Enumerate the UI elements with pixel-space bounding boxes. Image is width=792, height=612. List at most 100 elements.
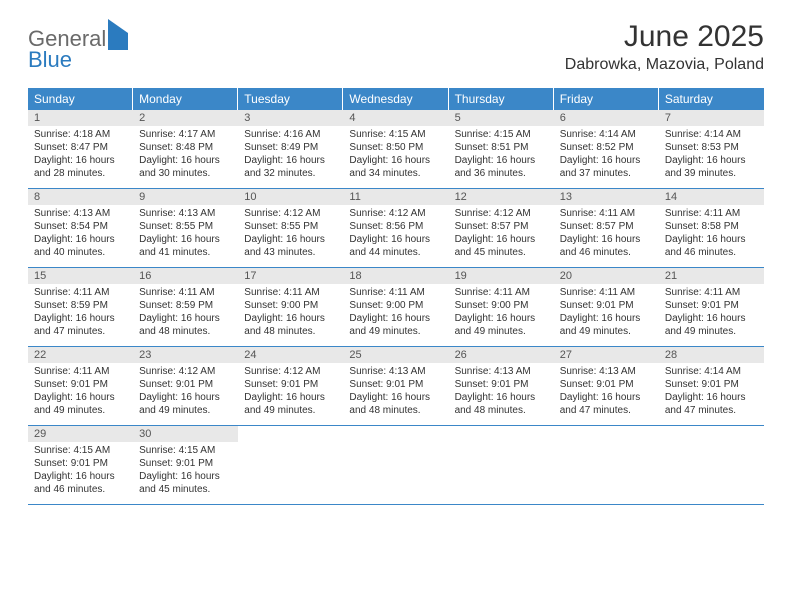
day-body: Sunrise: 4:14 AMSunset: 8:53 PMDaylight:… (659, 126, 764, 184)
week-row: 8Sunrise: 4:13 AMSunset: 8:54 PMDaylight… (28, 189, 764, 268)
day-cell: 21Sunrise: 4:11 AMSunset: 9:01 PMDayligh… (659, 268, 764, 346)
day-number: 5 (449, 110, 554, 126)
day-body: Sunrise: 4:17 AMSunset: 8:48 PMDaylight:… (133, 126, 238, 184)
empty-cell (238, 426, 343, 504)
daylight-text: Daylight: 16 hours and 46 minutes. (665, 233, 758, 259)
day-cell: 11Sunrise: 4:12 AMSunset: 8:56 PMDayligh… (343, 189, 448, 267)
day-body: Sunrise: 4:13 AMSunset: 8:55 PMDaylight:… (133, 205, 238, 263)
sunrise-text: Sunrise: 4:11 AM (34, 365, 127, 378)
day-number: 18 (343, 268, 448, 284)
day-number: 16 (133, 268, 238, 284)
day-body: Sunrise: 4:14 AMSunset: 9:01 PMDaylight:… (659, 363, 764, 421)
sunrise-text: Sunrise: 4:18 AM (34, 128, 127, 141)
sunset-text: Sunset: 8:48 PM (139, 141, 232, 154)
daylight-text: Daylight: 16 hours and 46 minutes. (560, 233, 653, 259)
day-body: Sunrise: 4:12 AMSunset: 9:01 PMDaylight:… (133, 363, 238, 421)
sunrise-text: Sunrise: 4:14 AM (560, 128, 653, 141)
day-cell: 12Sunrise: 4:12 AMSunset: 8:57 PMDayligh… (449, 189, 554, 267)
day-number: 2 (133, 110, 238, 126)
day-number: 27 (554, 347, 659, 363)
sunrise-text: Sunrise: 4:11 AM (139, 286, 232, 299)
day-cell: 4Sunrise: 4:15 AMSunset: 8:50 PMDaylight… (343, 110, 448, 188)
daylight-text: Daylight: 16 hours and 49 minutes. (349, 312, 442, 338)
daylight-text: Daylight: 16 hours and 47 minutes. (560, 391, 653, 417)
day-cell: 3Sunrise: 4:16 AMSunset: 8:49 PMDaylight… (238, 110, 343, 188)
location-label: Dabrowka, Mazovia, Poland (565, 56, 764, 74)
daylight-text: Daylight: 16 hours and 48 minutes. (455, 391, 548, 417)
day-body: Sunrise: 4:12 AMSunset: 8:57 PMDaylight:… (449, 205, 554, 263)
day-body: Sunrise: 4:16 AMSunset: 8:49 PMDaylight:… (238, 126, 343, 184)
day-number: 17 (238, 268, 343, 284)
day-number: 21 (659, 268, 764, 284)
sunset-text: Sunset: 8:55 PM (139, 220, 232, 233)
week-row: 22Sunrise: 4:11 AMSunset: 9:01 PMDayligh… (28, 347, 764, 426)
day-cell: 6Sunrise: 4:14 AMSunset: 8:52 PMDaylight… (554, 110, 659, 188)
day-cell: 25Sunrise: 4:13 AMSunset: 9:01 PMDayligh… (343, 347, 448, 425)
daylight-text: Daylight: 16 hours and 49 minutes. (455, 312, 548, 338)
day-number: 11 (343, 189, 448, 205)
dow-header: Friday (554, 88, 659, 110)
day-body: Sunrise: 4:15 AMSunset: 9:01 PMDaylight:… (133, 442, 238, 500)
day-cell: 2Sunrise: 4:17 AMSunset: 8:48 PMDaylight… (133, 110, 238, 188)
daylight-text: Daylight: 16 hours and 49 minutes. (34, 391, 127, 417)
sunrise-text: Sunrise: 4:16 AM (244, 128, 337, 141)
sunset-text: Sunset: 8:57 PM (560, 220, 653, 233)
day-cell: 30Sunrise: 4:15 AMSunset: 9:01 PMDayligh… (133, 426, 238, 504)
week-row: 1Sunrise: 4:18 AMSunset: 8:47 PMDaylight… (28, 110, 764, 189)
daylight-text: Daylight: 16 hours and 43 minutes. (244, 233, 337, 259)
day-number: 20 (554, 268, 659, 284)
dow-header: Wednesday (343, 88, 448, 110)
day-cell: 17Sunrise: 4:11 AMSunset: 9:00 PMDayligh… (238, 268, 343, 346)
day-body: Sunrise: 4:12 AMSunset: 8:56 PMDaylight:… (343, 205, 448, 263)
day-number: 14 (659, 189, 764, 205)
day-cell: 24Sunrise: 4:12 AMSunset: 9:01 PMDayligh… (238, 347, 343, 425)
day-body: Sunrise: 4:15 AMSunset: 9:01 PMDaylight:… (28, 442, 133, 500)
daylight-text: Daylight: 16 hours and 45 minutes. (139, 470, 232, 496)
sunrise-text: Sunrise: 4:13 AM (34, 207, 127, 220)
daylight-text: Daylight: 16 hours and 30 minutes. (139, 154, 232, 180)
sunrise-text: Sunrise: 4:12 AM (244, 207, 337, 220)
sunrise-text: Sunrise: 4:15 AM (34, 444, 127, 457)
sunset-text: Sunset: 8:59 PM (139, 299, 232, 312)
dow-header: Saturday (659, 88, 764, 110)
daylight-text: Daylight: 16 hours and 47 minutes. (34, 312, 127, 338)
sunset-text: Sunset: 8:55 PM (244, 220, 337, 233)
empty-cell (343, 426, 448, 504)
title-block: June 2025 Dabrowka, Mazovia, Poland (565, 20, 764, 74)
day-cell: 22Sunrise: 4:11 AMSunset: 9:01 PMDayligh… (28, 347, 133, 425)
day-number: 4 (343, 110, 448, 126)
dow-header: Thursday (449, 88, 554, 110)
day-body: Sunrise: 4:11 AMSunset: 8:58 PMDaylight:… (659, 205, 764, 263)
sunset-text: Sunset: 9:01 PM (139, 378, 232, 391)
day-number: 29 (28, 426, 133, 442)
sunset-text: Sunset: 8:59 PM (34, 299, 127, 312)
header: General Blue June 2025 Dabrowka, Mazovia… (0, 0, 792, 82)
logo-part2: Blue (28, 49, 128, 71)
day-number: 1 (28, 110, 133, 126)
day-number: 26 (449, 347, 554, 363)
daylight-text: Daylight: 16 hours and 36 minutes. (455, 154, 548, 180)
day-cell: 20Sunrise: 4:11 AMSunset: 9:01 PMDayligh… (554, 268, 659, 346)
sunset-text: Sunset: 9:01 PM (455, 378, 548, 391)
sunrise-text: Sunrise: 4:12 AM (349, 207, 442, 220)
daylight-text: Daylight: 16 hours and 34 minutes. (349, 154, 442, 180)
day-body: Sunrise: 4:11 AMSunset: 9:01 PMDaylight:… (659, 284, 764, 342)
day-cell: 26Sunrise: 4:13 AMSunset: 9:01 PMDayligh… (449, 347, 554, 425)
day-body: Sunrise: 4:13 AMSunset: 9:01 PMDaylight:… (343, 363, 448, 421)
weeks-container: 1Sunrise: 4:18 AMSunset: 8:47 PMDaylight… (28, 110, 764, 505)
day-body: Sunrise: 4:11 AMSunset: 8:57 PMDaylight:… (554, 205, 659, 263)
day-body: Sunrise: 4:11 AMSunset: 9:01 PMDaylight:… (554, 284, 659, 342)
sunrise-text: Sunrise: 4:11 AM (244, 286, 337, 299)
sunset-text: Sunset: 9:01 PM (665, 299, 758, 312)
sunset-text: Sunset: 8:58 PM (665, 220, 758, 233)
day-cell: 15Sunrise: 4:11 AMSunset: 8:59 PMDayligh… (28, 268, 133, 346)
sunset-text: Sunset: 9:01 PM (349, 378, 442, 391)
day-body: Sunrise: 4:13 AMSunset: 8:54 PMDaylight:… (28, 205, 133, 263)
empty-cell (659, 426, 764, 504)
daylight-text: Daylight: 16 hours and 48 minutes. (139, 312, 232, 338)
day-cell: 16 Sunrise: 4:11 AMSunset: 8:59 PMDayligh… (133, 268, 238, 346)
dow-header: Tuesday (238, 88, 343, 110)
sunrise-text: Sunrise: 4:11 AM (560, 286, 653, 299)
day-number: 22 (28, 347, 133, 363)
day-cell: 27Sunrise: 4:13 AMSunset: 9:01 PMDayligh… (554, 347, 659, 425)
